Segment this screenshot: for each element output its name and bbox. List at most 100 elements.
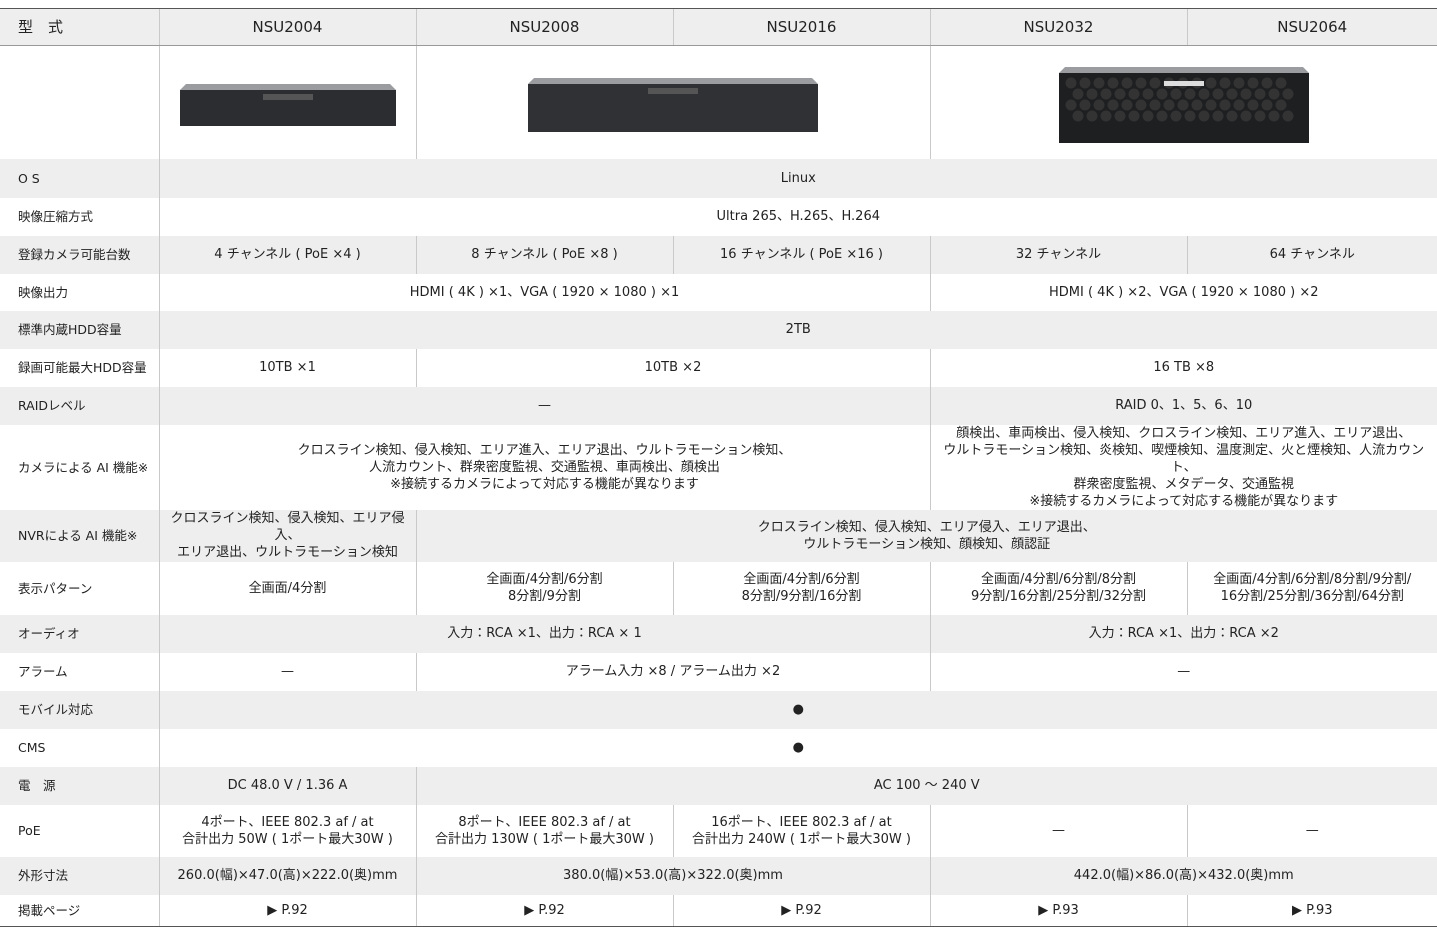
cell: クロスライン検知、侵入検知、エリア侵入、エリア退出、 ウルトラモーション検知、顔…	[415, 509, 1437, 562]
cell: 380.0(幅)×53.0(高)×322.0(奥)mm	[415, 856, 930, 895]
row-label: 表示パターン	[18, 580, 93, 596]
cell: —	[158, 386, 930, 425]
cell: 入力：RCA ×1、出力：RCA × 1	[158, 614, 930, 653]
cell: ▶ P.93	[929, 894, 1187, 927]
row-label: アラーム	[18, 664, 68, 679]
row-label: PoE	[18, 823, 41, 838]
spec-row: 登録カメラ可能台数 4 チャンネル ( PoE ×4 ) 8 チャンネル ( PoE…	[0, 235, 1437, 274]
cell: ▶ P.92	[672, 894, 930, 927]
row-label: 外形寸法	[0, 856, 159, 895]
cell: AC 100 ～ 240 V	[415, 766, 1437, 805]
header-label: 型 式	[0, 8, 159, 46]
cell: 260.0(幅)×47.0(高)×222.0(奥)mm	[158, 856, 416, 895]
row-label: 映像圧縮方式	[18, 209, 94, 224]
cell: 10TB ×2	[415, 348, 930, 387]
spec-row: 表示パターン 全画面/4分割 全画面/4分割/6分割 8分割/9分割 全画面/4分割/…	[0, 561, 1437, 615]
row-label: NVRによる AI 機能※	[0, 509, 159, 562]
cell: 32 チャンネル	[929, 235, 1187, 274]
row-label: カメラによる AI 機能※	[18, 459, 149, 475]
table-body: 型 式 NSU2004 NSU2008 NSU2016 NSU2032 NSU2064 O …	[0, 8, 1437, 927]
spec-row: CMS ●	[0, 728, 1437, 767]
device-image	[179, 83, 396, 126]
cell: アラーム入力 ×8 / アラーム出力 ×2	[415, 652, 930, 691]
cell: HDMI ( 4K ) ×1、VGA ( 1920 × 1080 ) ×1	[158, 273, 930, 311]
image-label	[0, 45, 159, 159]
spec-row: 録画可能最大HDD容量 10TB ×1 10TB ×2 16 TB ×8	[0, 348, 1437, 387]
cell: —	[158, 652, 416, 691]
cell: 2TB	[158, 310, 1437, 349]
spec-row: 映像圧縮方式 Ultra 265、H.265、H.264	[0, 197, 1437, 236]
cell: ●	[158, 728, 1437, 767]
spec-row: 標準内蔵HDD容量 2TB	[0, 310, 1437, 349]
spec-row: モバイル対応 ●	[0, 690, 1437, 729]
cell: 442.0(幅)×86.0(高)×432.0(奥)mm	[929, 856, 1437, 895]
model-header: NSU2008	[415, 8, 673, 46]
cell: HDMI ( 4K ) ×2、VGA ( 1920 × 1080 ) ×2	[929, 273, 1437, 311]
spec-row: 映像出力 HDMI ( 4K ) ×1、VGA ( 1920 × 1080 ) ×…	[0, 273, 1437, 311]
cell: —	[929, 804, 1187, 857]
row-label: O S	[0, 158, 159, 198]
cell: 4ポート、IEEE 802.3 af / at 合計出力 50W ( 1ポート最…	[158, 804, 416, 857]
cell: 全画面/4分割/6分割 8分割/9分割	[415, 561, 673, 615]
cell: ▶ P.92	[158, 894, 416, 927]
cell: ▶ P.93	[1186, 894, 1437, 927]
cell: DC 48.0 V / 1.36 A	[158, 766, 416, 805]
cell: 4 チャンネル ( PoE ×4 )	[158, 235, 416, 274]
row-label: モバイル対応	[0, 690, 159, 729]
spec-row: カメラによる AI 機能※ クロスライン検知、侵入検知、エリア進入、エリア退出、ウ…	[0, 424, 1437, 510]
header-row: 型 式 NSU2004 NSU2008 NSU2016 NSU2032 NSU2064	[0, 8, 1437, 46]
image-cell	[415, 45, 930, 159]
row-label: CMS	[18, 740, 46, 755]
cell: 10TB ×1	[158, 348, 416, 387]
cell: 入力：RCA ×1、出力：RCA ×2	[929, 614, 1437, 653]
cell: 8 チャンネル ( PoE ×8 )	[415, 235, 673, 274]
spec-row: RAIDレベル — RAID 0、1、5、6、10	[0, 386, 1437, 425]
spec-row: PoE 4ポート、IEEE 802.3 af / at 合計出力 50W ( 1ポ…	[0, 804, 1437, 857]
row-label: RAIDレベル	[0, 386, 159, 425]
cell: 16ポート、IEEE 802.3 af / at 合計出力 240W ( 1ポー…	[672, 804, 930, 857]
spec-row: オーディオ 入力：RCA ×1、出力：RCA × 1 入力：RCA ×1、出力：RC…	[0, 614, 1437, 653]
spec-row: アラーム — アラーム入力 ×8 / アラーム出力 ×2—	[0, 652, 1437, 691]
model-header: NSU2032	[929, 8, 1187, 46]
cell: 顔検出、車両検出、侵入検知、クロスライン検知、エリア進入、エリア退出、 ウルトラ…	[929, 424, 1437, 510]
spec-row: 掲載ページ ▶ P.92 ▶ P.92 ▶ P.92 ▶ P.93 ▶ P.93	[0, 894, 1437, 927]
model-header: NSU2004	[158, 8, 416, 46]
cell: 全画面/4分割	[158, 561, 416, 615]
row-label: 標準内蔵HDD容量	[0, 310, 159, 349]
cell: 全画面/4分割/6分割/8分割/9分割/ 16分割/25分割/36分割/64分割	[1186, 561, 1437, 615]
cell: 16 TB ×8	[929, 348, 1437, 387]
cell: Ultra 265、H.265、H.264	[158, 197, 1437, 236]
spec-row: 電 源 DC 48.0 V / 1.36 A AC 100 ～ 240 V	[0, 766, 1437, 805]
model-header: NSU2064	[1186, 8, 1437, 46]
row-label: 電 源	[0, 766, 159, 805]
image-row	[0, 45, 1437, 159]
device-image	[1058, 66, 1309, 143]
cell: —	[929, 652, 1437, 691]
cell: ●	[158, 690, 1437, 729]
row-label: 映像出力	[18, 284, 69, 300]
model-header: NSU2016	[672, 8, 930, 46]
image-cell	[929, 45, 1437, 159]
cell: —	[1186, 804, 1437, 857]
cell: 8ポート、IEEE 802.3 af / at 合計出力 130W ( 1ポート…	[415, 804, 673, 857]
spec-table: 型 式 NSU2004 NSU2008 NSU2016 NSU2032 NSU2064 O …	[0, 8, 1437, 927]
spec-row: 外形寸法 260.0(幅)×47.0(高)×222.0(奥)mm 380.0(幅)×…	[0, 856, 1437, 895]
cell: クロスライン検知、侵入検知、エリア侵入、 エリア退出、ウルトラモーション検知	[158, 509, 416, 562]
row-label: 登録カメラ可能台数	[0, 235, 159, 274]
row-label: 録画可能最大HDD容量	[18, 360, 147, 375]
cell: 64 チャンネル	[1186, 235, 1437, 274]
cell: クロスライン検知、侵入検知、エリア進入、エリア退出、ウルトラモーション検知、 人…	[158, 424, 930, 510]
cell: 全画面/4分割/6分割 8分割/9分割/16分割	[672, 561, 930, 615]
cell: RAID 0、1、5、6、10	[929, 386, 1437, 425]
spec-row: NVRによる AI 機能※ クロスライン検知、侵入検知、エリア侵入、 エリア退出、…	[0, 509, 1437, 562]
cell: 16 チャンネル ( PoE ×16 )	[672, 235, 930, 274]
cell: 全画面/4分割/6分割/8分割 9分割/16分割/25分割/32分割	[929, 561, 1187, 615]
image-cell	[158, 45, 416, 159]
spec-row: O S Linux	[0, 158, 1437, 198]
cell: Linux	[158, 158, 1437, 198]
row-label: オーディオ	[0, 614, 159, 653]
row-label: 掲載ページ	[0, 894, 159, 927]
